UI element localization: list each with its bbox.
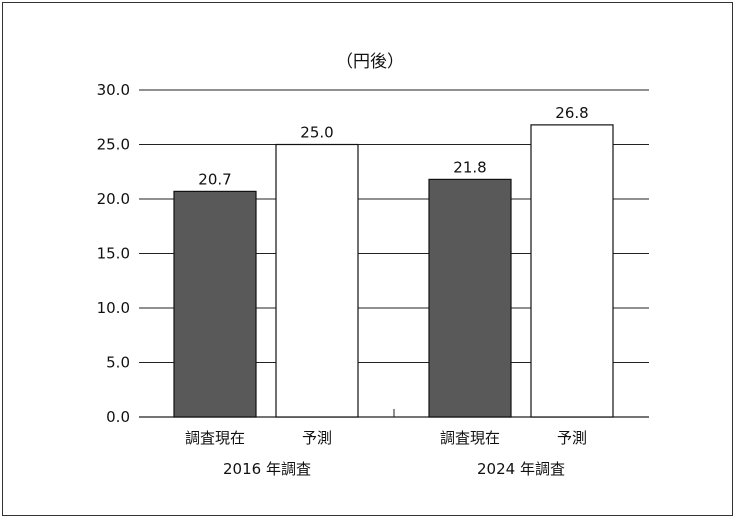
bar-category-label: 予測 [302, 429, 332, 447]
y-tick-label: 5.0 [106, 354, 130, 372]
labels: 20.7 調査現在 25.0 予測 2016 年調査 21.8 調査現在 26.8 予測 2024… [185, 104, 589, 478]
y-tick-label: 15.0 [97, 245, 130, 263]
bar-value-label: 25.0 [300, 124, 333, 142]
bar-category-label: 予測 [557, 429, 587, 447]
bar-value-label: 26.8 [555, 104, 588, 122]
group-label: 2024 年調査 [477, 460, 565, 478]
bar [428, 178, 512, 418]
bar-category-label: 調査現在 [440, 429, 500, 447]
y-tick-label: 25.0 [97, 136, 130, 154]
bar-value-label: 20.7 [198, 170, 231, 188]
bar [173, 190, 257, 418]
bar [275, 143, 359, 418]
bar [530, 124, 614, 418]
bar-value-label: 21.8 [453, 158, 486, 176]
bars [173, 124, 614, 418]
y-axis-ticks: 0.0 5.0 10.0 15.0 20.0 25.0 30.0 [97, 81, 130, 426]
y-tick-label: 0.0 [106, 408, 130, 426]
y-tick-label: 10.0 [97, 299, 130, 317]
group-label: 2016 年調査 [223, 460, 311, 478]
y-tick-label: 20.0 [97, 190, 130, 208]
y-tick-label: 30.0 [97, 81, 130, 99]
bar-category-label: 調査現在 [185, 429, 245, 447]
chart-title: （円後） [336, 52, 404, 72]
